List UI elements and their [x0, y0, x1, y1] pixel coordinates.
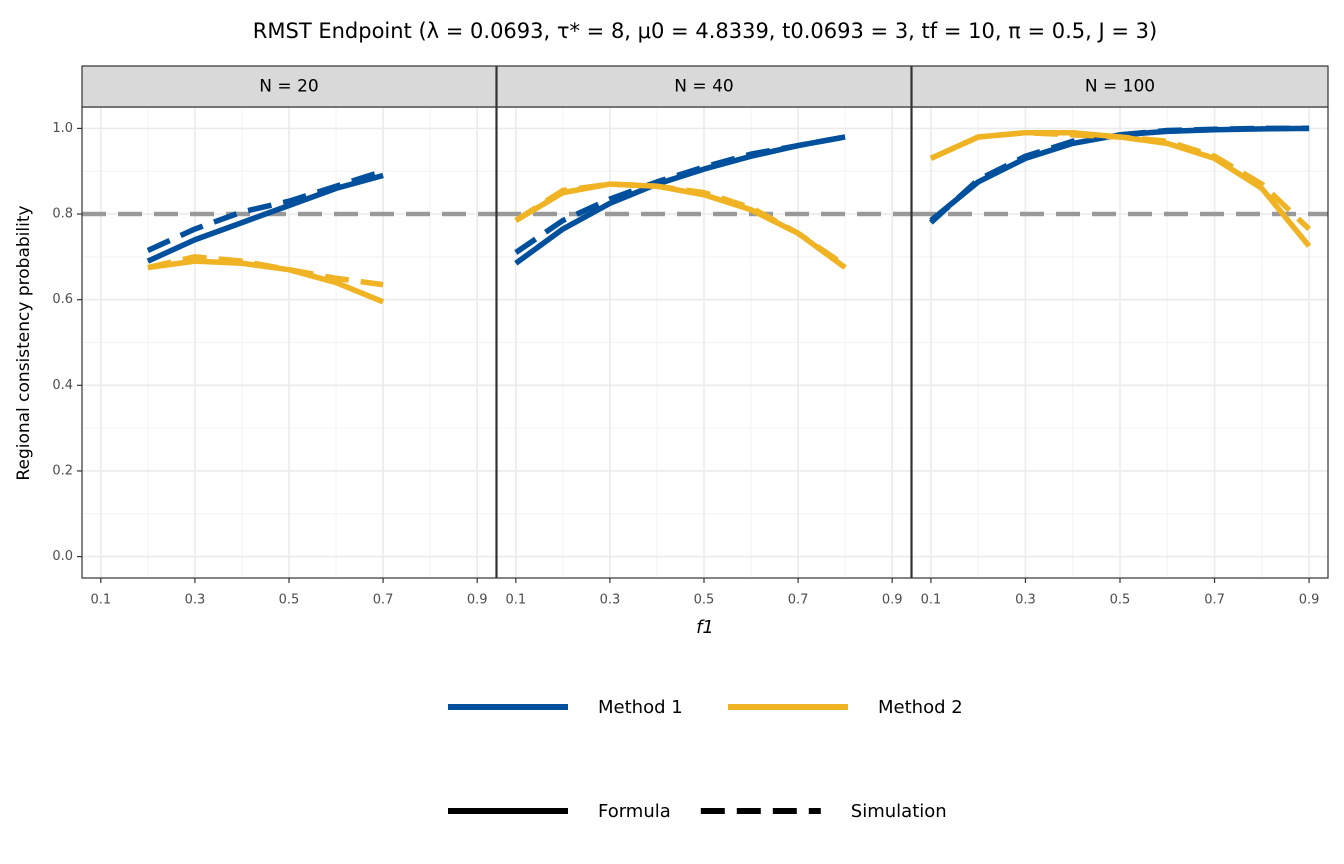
series-line [146, 168, 384, 253]
legend-label: Formula [598, 801, 671, 822]
legend-label: Simulation [851, 801, 947, 822]
x-tick-label: 0.9 [882, 593, 903, 608]
x-tick-label: 0.5 [279, 593, 300, 608]
x-tick-label: 0.9 [467, 593, 488, 608]
series-line [514, 181, 847, 268]
y-tick-label: 0.2 [52, 463, 73, 478]
x-tick-label: 0.7 [788, 593, 809, 608]
series-line [147, 254, 384, 288]
x-tick-label: 0.5 [1110, 593, 1131, 608]
x-tick-label: 0.1 [90, 593, 111, 608]
series-line [929, 129, 1311, 232]
x-tick-label: 0.1 [921, 593, 942, 608]
y-tick-label: 0.6 [52, 292, 73, 307]
strip [911, 65, 1329, 108]
series-line [514, 134, 846, 255]
x-tick-label: 0.1 [505, 593, 526, 608]
y-tick-label: 0.0 [52, 549, 73, 564]
legend-label: Method 2 [878, 697, 963, 718]
x-tick-label: 0.7 [1204, 593, 1225, 608]
y-axis-label: Regional consistency probability [14, 205, 34, 480]
x-axis-label: f1 [696, 617, 714, 638]
strip-label: N = 20 [259, 77, 318, 97]
x-tick-label: 0.5 [694, 593, 715, 608]
chart-title: RMST Endpoint (λ = 0.0693, τ* = 8, μ0 = … [253, 19, 1157, 43]
x-tick-label: 0.9 [1299, 593, 1320, 608]
y-tick-label: 0.8 [52, 207, 73, 222]
x-tick-label: 0.7 [373, 593, 394, 608]
y-tick-label: 1.0 [52, 121, 73, 136]
strip [496, 65, 912, 108]
x-tick-label: 0.3 [1015, 593, 1036, 608]
strip-label: N = 100 [1085, 77, 1155, 97]
strip-label: N = 40 [674, 77, 733, 97]
strip [81, 65, 497, 108]
legend-label: Method 1 [598, 697, 683, 718]
series-line [929, 125, 1310, 225]
x-tick-label: 0.3 [600, 593, 621, 608]
y-tick-label: 0.4 [52, 378, 73, 393]
series-line [146, 172, 384, 264]
x-tick-label: 0.3 [185, 593, 206, 608]
